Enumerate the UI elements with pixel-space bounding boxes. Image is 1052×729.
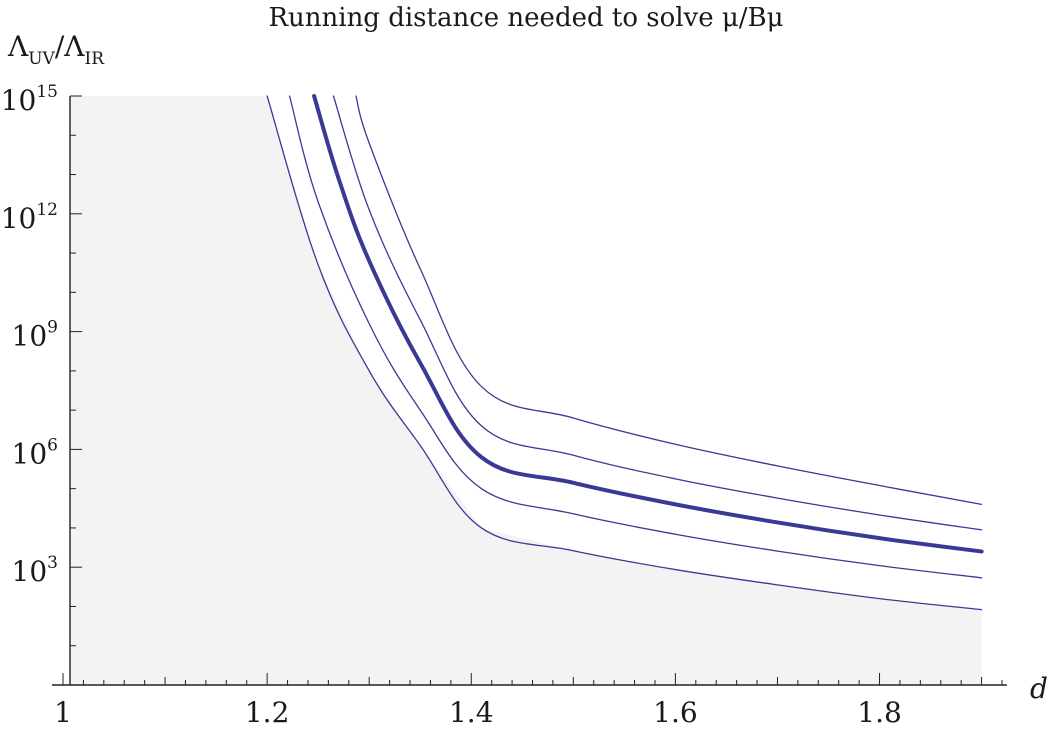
text-layer: Running distance needed to solve μ/Bμ 1 1.…	[1, 3, 1048, 729]
x-tick-label: 1.6	[653, 696, 698, 729]
y-tick-label: 1015	[1, 82, 58, 117]
x-tick-label: 1.4	[449, 696, 494, 729]
shaded-region	[70, 96, 982, 685]
series-line-1	[266, 95, 983, 611]
x-tick-label: 1.8	[857, 696, 902, 729]
axes-layer	[52, 95, 1007, 686]
series-layer	[266, 94, 984, 611]
y-tick-label: 1012	[1, 200, 58, 235]
y-tick-label: 103	[12, 553, 58, 588]
series-line-5	[355, 95, 983, 506]
series-line-2	[288, 95, 983, 579]
chart-title: Running distance needed to solve μ/Bμ	[268, 3, 783, 33]
series-line-highlight	[312, 94, 984, 554]
y-tick-label: 106	[12, 435, 58, 470]
y-tick-label: 109	[12, 318, 58, 353]
x-tick-label: 1.2	[245, 696, 290, 729]
x-axis-label: d	[1030, 672, 1048, 705]
x-tick-label: 1	[54, 696, 72, 729]
series-line-4	[332, 95, 983, 531]
shaded-region-layer	[70, 96, 982, 685]
y-axis-label: ΛUV/ΛIR	[7, 30, 105, 69]
